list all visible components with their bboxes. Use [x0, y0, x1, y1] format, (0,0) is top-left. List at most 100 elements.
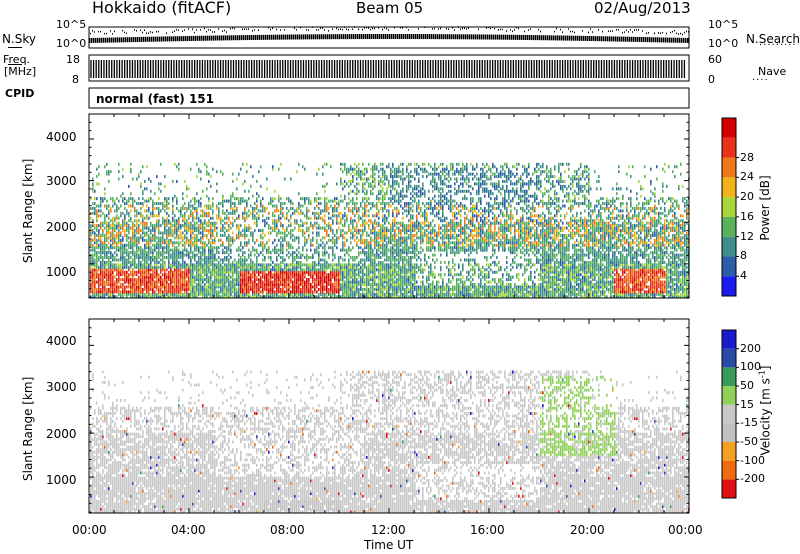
- nsky-sample: [377, 34, 379, 39]
- nsky-sample: [399, 34, 401, 39]
- power-cell: [232, 231, 234, 234]
- power-cell: [234, 258, 236, 261]
- power-cell: [158, 197, 160, 200]
- power-cell: [352, 175, 354, 178]
- power-cell: [120, 212, 122, 215]
- nsearch-sample: [148, 32, 149, 34]
- power-cell: [96, 175, 98, 178]
- power-cell: [104, 192, 106, 195]
- power-cell: [238, 214, 240, 217]
- power-cell: [362, 197, 364, 200]
- power-cell: [226, 276, 228, 279]
- power-cell: [378, 261, 380, 264]
- nsky-sample: [529, 35, 531, 40]
- power-cell: [92, 178, 94, 181]
- power-cell: [236, 178, 238, 181]
- nsky-sample: [661, 37, 663, 42]
- nsky-sample: [539, 35, 541, 40]
- nsearch-sample: [468, 27, 469, 29]
- power-cell: [362, 207, 364, 210]
- nsearch-sample: [528, 29, 529, 31]
- nsky-sample: [313, 34, 315, 39]
- nsky-sample: [565, 36, 567, 41]
- power-cell: [300, 205, 302, 208]
- power-cell: [150, 246, 152, 249]
- nsky-sample: [107, 38, 109, 43]
- power-cell: [96, 239, 98, 242]
- nsky-sample: [589, 36, 591, 41]
- power-cell: [104, 165, 106, 168]
- nsky-sample: [503, 35, 505, 40]
- power-cell: [158, 236, 160, 239]
- power-cell: [184, 180, 186, 183]
- power-cell: [160, 190, 162, 193]
- power-cell: [288, 209, 290, 212]
- power-cell: [206, 222, 208, 225]
- power-cell: [168, 227, 170, 230]
- power-cell: [106, 200, 108, 203]
- nsky-sample: [389, 34, 391, 39]
- nsky-sample: [647, 37, 649, 42]
- nsky-sample: [333, 34, 335, 39]
- nsky-sample: [461, 34, 463, 39]
- power-cell: [110, 251, 112, 254]
- nsearch-sample: [590, 28, 591, 30]
- power-cell: [268, 224, 270, 227]
- power-cell: [208, 229, 210, 232]
- nsky-sample: [459, 34, 461, 39]
- nsky-sample: [137, 37, 139, 42]
- nsearch-sample: [126, 33, 127, 35]
- power-cell: [286, 263, 288, 266]
- nsky-sample: [275, 35, 277, 40]
- power-cell: [174, 219, 176, 222]
- nsearch-sample: [598, 29, 599, 31]
- power-cell: [336, 214, 338, 217]
- power-cell: [302, 212, 304, 215]
- nsky-sample: [489, 35, 491, 40]
- nsky-sample: [429, 34, 431, 39]
- nsky-sample: [573, 36, 575, 41]
- power-cell: [140, 170, 142, 173]
- power-cell: [304, 268, 306, 271]
- nsky-sample: [173, 36, 175, 41]
- nsearch-sample: [226, 31, 227, 32]
- power-cell: [346, 263, 348, 266]
- power-cell: [326, 229, 328, 232]
- power-cell: [324, 185, 326, 188]
- power-cell: [366, 209, 368, 212]
- nsearch-sample: [618, 29, 619, 31]
- power-cell: [260, 234, 262, 237]
- power-cell: [326, 224, 328, 227]
- power-cell: [194, 207, 196, 210]
- power-cell: [322, 185, 324, 188]
- power-cell: [328, 239, 330, 242]
- power-cell: [118, 170, 120, 173]
- power-cell: [126, 249, 128, 252]
- power-cell: [374, 163, 376, 166]
- power-cell: [116, 254, 118, 257]
- power-cell: [344, 254, 346, 257]
- power-cell: [168, 207, 170, 210]
- power-cell: [118, 258, 120, 261]
- power-cell: [300, 288, 302, 291]
- power-cell: [144, 244, 146, 247]
- power-cell: [204, 227, 206, 230]
- power-cell: [366, 266, 368, 269]
- power-cell: [140, 212, 142, 215]
- nsearch-sample: [158, 31, 159, 33]
- power-cell: [368, 263, 370, 266]
- nsearch-sample: [674, 30, 675, 32]
- nsearch-sample: [194, 32, 195, 34]
- power-cell: [94, 197, 96, 200]
- power-cell: [178, 234, 180, 237]
- power-cell: [94, 190, 96, 193]
- power-cell: [142, 165, 144, 168]
- power-cell: [266, 273, 268, 276]
- nsky-sample: [285, 35, 287, 40]
- nsearch-sample: [432, 28, 433, 30]
- nsky-sample: [571, 36, 573, 41]
- power-cell: [230, 212, 232, 215]
- power-cell: [358, 229, 360, 232]
- power-cell: [112, 205, 114, 208]
- power-cell: [274, 205, 276, 208]
